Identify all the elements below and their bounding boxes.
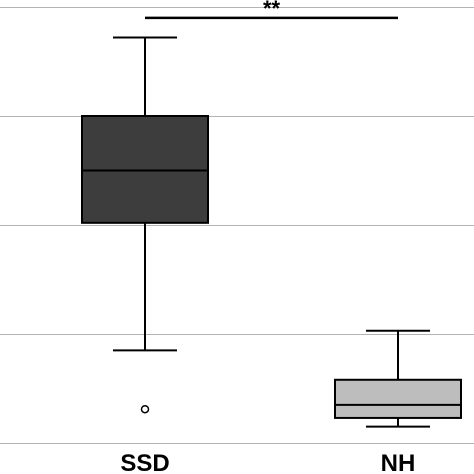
category-label-ssd: SSD <box>120 450 169 474</box>
category-labels: SSD NH <box>120 450 415 474</box>
box-iqr <box>81 115 209 224</box>
significance-annotation: ** <box>145 0 398 21</box>
box-nh <box>334 329 462 428</box>
category-label-nh: NH <box>381 450 416 474</box>
box-ssd <box>81 36 209 414</box>
boxes <box>81 36 462 428</box>
significance-label: ** <box>263 0 281 21</box>
box-iqr <box>334 378 462 419</box>
gridlines <box>0 7 474 444</box>
outlier-point-0 <box>140 404 150 414</box>
